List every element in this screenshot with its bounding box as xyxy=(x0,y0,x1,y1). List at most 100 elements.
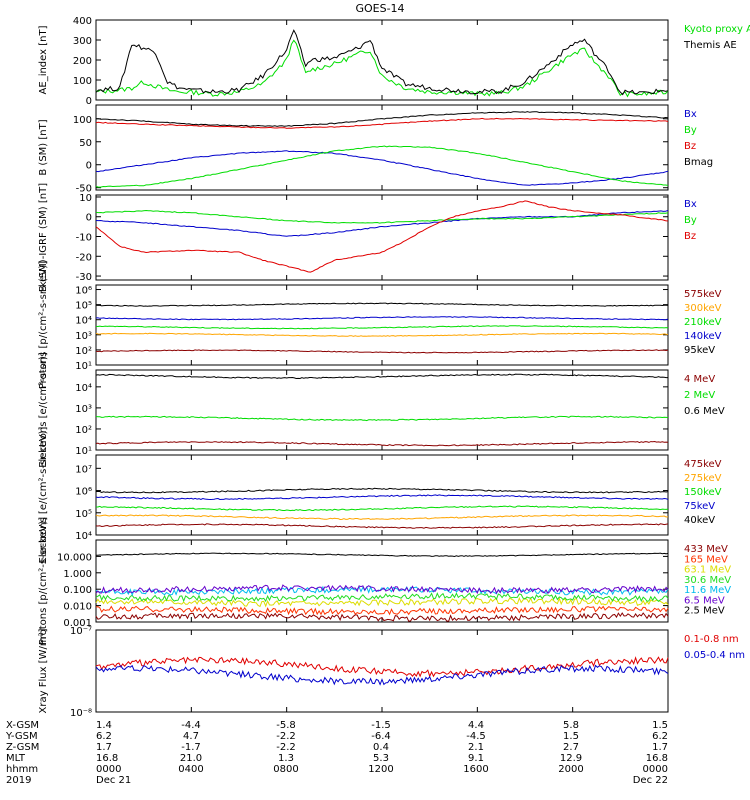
legend-entry: 0.1-0.8 nm xyxy=(684,634,739,645)
series-line xyxy=(95,200,669,273)
legend-entry: 475keV xyxy=(684,459,722,470)
series-line xyxy=(95,373,668,380)
y-tick-label: 10⁴ xyxy=(75,383,92,394)
series-line xyxy=(95,523,669,529)
series-line xyxy=(95,514,669,521)
y-tick-label: 0 xyxy=(86,161,92,172)
panel-4: 10¹ 10² 10³ 10⁴ 10⁵ 10⁶ Protons [p/(cm²-s-sr-k… xyxy=(38,261,722,389)
y-tick-label: 10¹ xyxy=(75,446,92,457)
y-tick-label: 10⁻⁸ xyxy=(70,708,92,719)
legend-entry: 150keV xyxy=(684,487,722,498)
ephemeris-value: 2.7 xyxy=(563,742,579,753)
y-tick-label: 400 xyxy=(73,16,92,27)
legend-entry: 275keV xyxy=(684,473,722,484)
series-line xyxy=(95,349,669,354)
legend-entry: Bz xyxy=(684,231,696,242)
ephemeris-value: 1.5 xyxy=(563,731,579,742)
series-line xyxy=(96,111,669,127)
ephemeris-value: 6.2 xyxy=(652,731,668,742)
y-axis-label: Electrons [e/(cm²-s-sr)] xyxy=(38,352,49,468)
series-line xyxy=(95,29,669,96)
panel-3: -30 -20 -10 0 10 B (SM)-IGRF (SM) [nT] Bx By Bz xyxy=(38,183,697,292)
y-tick-label: 10⁴ xyxy=(75,316,92,327)
legend-entry: 2 MeV xyxy=(684,390,715,401)
series-line xyxy=(95,592,669,603)
ephemeris-value: 1.5 xyxy=(652,720,668,731)
ephemeris-value: 5.8 xyxy=(563,720,579,731)
y-tick-label: 300 xyxy=(73,36,92,47)
legend-entry: 0.6 MeV xyxy=(684,406,725,417)
legend-entry: Themis AE xyxy=(683,40,737,51)
legend-entry: 63.1 MeV xyxy=(684,565,731,576)
ephemeris-value: 16.8 xyxy=(96,753,118,764)
ephemeris-label: X-GSM xyxy=(6,720,39,731)
series-line xyxy=(95,302,669,307)
y-tick-label: -30 xyxy=(76,272,92,283)
ephemeris-value: Dec 21 xyxy=(96,775,131,786)
panel-frame xyxy=(95,104,669,191)
y-tick-label: 10¹ xyxy=(75,361,92,372)
legend-entry: 140keV xyxy=(684,331,722,342)
ephemeris-value: 0800 xyxy=(273,764,298,775)
series-line xyxy=(95,332,669,337)
series-line xyxy=(95,664,669,686)
legend-entry: 575keV xyxy=(684,289,722,300)
ephemeris-value: 6.2 xyxy=(96,731,112,742)
legend-entry: 95keV xyxy=(684,345,715,356)
series-line xyxy=(95,487,669,494)
series-line xyxy=(95,596,669,608)
figure-title: GOES-14 xyxy=(355,2,404,15)
series-line xyxy=(95,209,669,237)
ephemeris-value: 0.4 xyxy=(373,742,389,753)
y-tick-label: -50 xyxy=(76,184,92,195)
ephemeris-label: Y-GSM xyxy=(5,731,38,742)
y-tick-label: 10⁴ xyxy=(75,531,92,542)
y-tick-label: 10⁶ xyxy=(75,286,92,297)
series-line xyxy=(95,605,669,616)
legend-entry: 75keV xyxy=(684,501,715,512)
y-tick-label: 10.000 xyxy=(57,552,92,563)
y-tick-label: 10³ xyxy=(75,404,92,415)
legend-entry: Kyoto proxy AE xyxy=(684,24,750,35)
series-line xyxy=(96,505,669,512)
y-tick-label: 0 xyxy=(86,213,92,224)
y-tick-label: 10 xyxy=(79,193,92,204)
ephemeris-value: 16.8 xyxy=(646,753,668,764)
legend-entry: 0.05-0.4 nm xyxy=(684,650,745,661)
series-line xyxy=(95,612,669,622)
ephemeris-value: -6.4 xyxy=(371,731,391,742)
ephemeris-value: -1.7 xyxy=(181,742,201,753)
y-axis-label: Xray Flux [W/m²] xyxy=(38,628,49,713)
y-tick-label: -10 xyxy=(76,233,92,244)
panel-frame xyxy=(95,284,669,366)
y-tick-label: 10⁵ xyxy=(75,301,92,312)
y-tick-label: 100 xyxy=(73,115,92,126)
series-line xyxy=(95,585,669,597)
legend-entry: Bz xyxy=(684,141,696,152)
series-line xyxy=(95,39,669,98)
ephemeris-value: -2.2 xyxy=(276,731,296,742)
y-tick-label: 10² xyxy=(75,346,92,357)
legend-entry: 210keV xyxy=(684,317,722,328)
ephemeris-label: hhmm xyxy=(6,764,38,775)
legend-entry: By xyxy=(684,125,697,136)
ephemeris-value: 1.4 xyxy=(96,720,112,731)
ephemeris-value: 5.3 xyxy=(373,753,389,764)
ephemeris-value: -1.5 xyxy=(371,720,391,731)
ephemeris-value: 9.1 xyxy=(468,753,484,764)
panel-5: 10¹ 10² 10³ 10⁴ Electrons [e/(cm²-s-sr)] 4 Me… xyxy=(38,352,725,468)
series-line xyxy=(95,145,669,188)
ephemeris-value: Dec 22 xyxy=(633,775,668,786)
y-tick-label: 100 xyxy=(73,76,92,87)
series-line xyxy=(96,552,669,558)
series-line xyxy=(95,494,669,501)
panel-frame xyxy=(95,369,669,451)
legend-entry: 2.5 MeV xyxy=(684,606,725,617)
series-line xyxy=(95,415,669,422)
panel-frame xyxy=(95,629,669,713)
ephemeris-value: 0000 xyxy=(96,764,121,775)
y-tick-label: -20 xyxy=(76,252,92,263)
legend-entry: 30.6 MeV xyxy=(684,575,731,586)
legend-entry: Bx xyxy=(684,199,697,210)
